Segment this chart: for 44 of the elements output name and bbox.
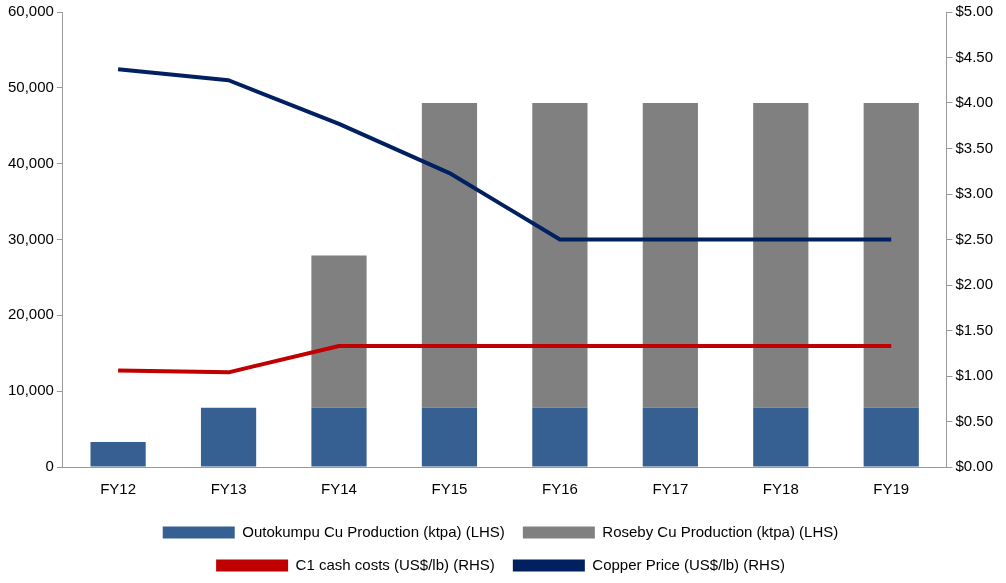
y2-tick-label: $0.00 [955, 457, 994, 475]
y2-tick-label: $4.00 [955, 93, 994, 111]
y2-tick-label: $1.50 [955, 320, 994, 338]
bar [421, 103, 478, 408]
legend-label: Roseby Cu Production (ktpa) (LHS) [602, 522, 839, 540]
y-tick-label: 20,000 [7, 305, 54, 323]
x-tick-label: FY17 [652, 480, 689, 498]
x-tick-label: FY15 [431, 480, 468, 498]
bar [753, 407, 809, 467]
y2-tick-label: $3.50 [955, 138, 994, 156]
bar [90, 441, 146, 467]
legend-label: Outokumpu Cu Production (ktpa) (LHS) [242, 522, 505, 540]
y2-tick-label: $2.50 [955, 229, 994, 247]
bar [311, 255, 367, 408]
bar [753, 103, 809, 408]
bar [532, 103, 588, 408]
legend-label: Copper Price (US$/lb) (RHS) [592, 555, 785, 573]
bar [863, 103, 919, 408]
y-tick-label: 30,000 [7, 229, 54, 247]
x-tick-label: FY18 [762, 480, 799, 498]
bar [532, 407, 588, 467]
y-tick-label: 40,000 [7, 153, 54, 171]
bar [200, 407, 257, 467]
bar [642, 103, 698, 408]
y2-tick-label: $5.00 [955, 2, 994, 20]
bar [311, 407, 367, 467]
x-tick-label: FY14 [321, 480, 357, 498]
bar [863, 407, 919, 467]
y-tick-label: 60,000 [7, 2, 54, 20]
bar [642, 407, 698, 467]
x-tick-label: FY12 [100, 480, 137, 498]
y-tick-label: 0 [45, 457, 54, 475]
legend-label: C1 cash costs (US$/lb) (RHS) [295, 555, 495, 573]
y2-tick-label: $3.00 [955, 184, 994, 202]
x-tick-label: FY13 [210, 480, 247, 498]
y2-tick-label: $0.50 [955, 411, 994, 429]
y2-tick-label: $4.50 [955, 47, 994, 65]
bar [421, 407, 478, 467]
y-tick-label: 50,000 [7, 77, 54, 95]
y2-tick-label: $1.00 [955, 366, 994, 384]
x-tick-label: FY16 [541, 480, 578, 498]
y2-tick-label: $2.00 [955, 275, 994, 293]
y-tick-label: 10,000 [7, 381, 54, 399]
x-tick-label: FY19 [873, 480, 910, 498]
